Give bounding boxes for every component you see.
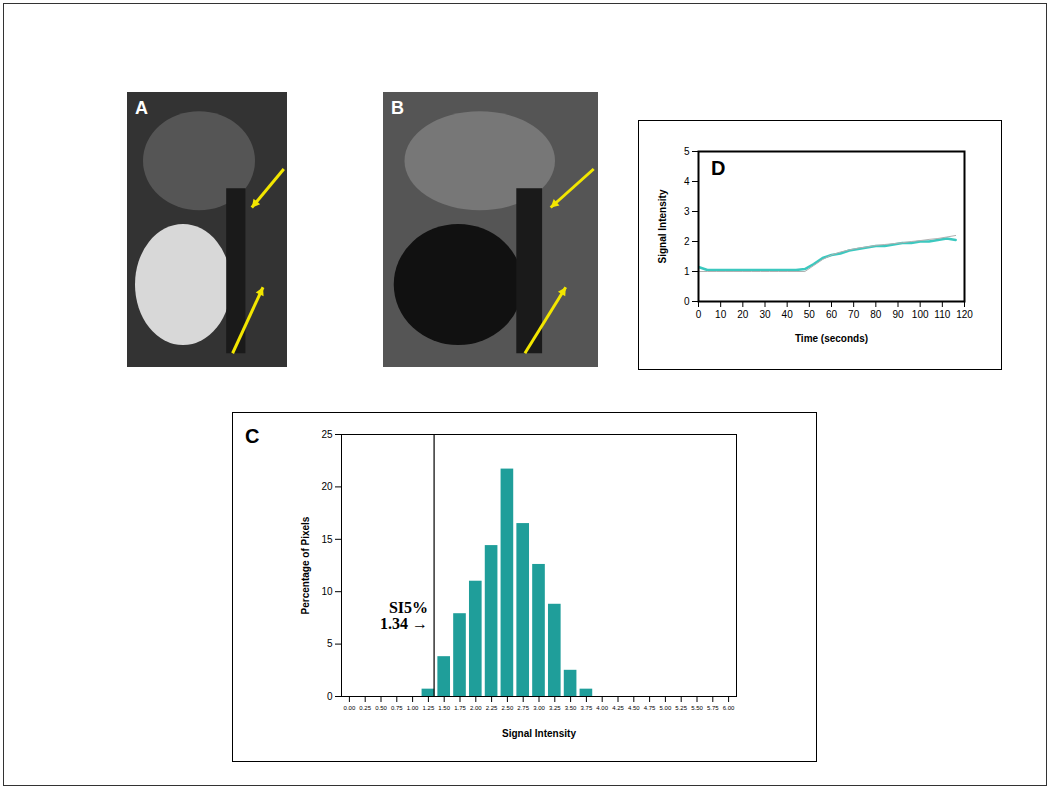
svg-text:1.00: 1.00 — [407, 705, 419, 711]
svg-text:20: 20 — [321, 481, 333, 492]
svg-text:0.25: 0.25 — [359, 705, 371, 711]
html-text:A: A — [135, 98, 148, 118]
svg-text:10: 10 — [715, 309, 727, 320]
svg-text:1: 1 — [684, 266, 690, 277]
svg-text:15: 15 — [321, 534, 333, 545]
svg-text:1.50: 1.50 — [438, 705, 450, 711]
svg-text:70: 70 — [848, 309, 860, 320]
svg-text:2.25: 2.25 — [486, 705, 498, 711]
svg-text:90: 90 — [892, 309, 904, 320]
svg-text:Time (seconds): Time (seconds) — [795, 333, 868, 344]
svg-text:Signal Intensity: Signal Intensity — [657, 189, 668, 263]
svg-text:0.50: 0.50 — [375, 705, 387, 711]
svg-text:5: 5 — [327, 638, 333, 649]
svg-text:3.00: 3.00 — [533, 705, 545, 711]
svg-text:2: 2 — [684, 236, 690, 247]
html-text:D: D — [711, 157, 726, 179]
svg-text:4.00: 4.00 — [596, 705, 608, 711]
svg-text:4.25: 4.25 — [612, 705, 624, 711]
svg-text:2.50: 2.50 — [502, 705, 514, 711]
svg-text:3: 3 — [684, 206, 690, 217]
svg-text:4.75: 4.75 — [644, 705, 656, 711]
svg-text:5.25: 5.25 — [675, 705, 687, 711]
svg-text:5: 5 — [684, 146, 690, 157]
svg-text:1.75: 1.75 — [454, 705, 466, 711]
svg-text:40: 40 — [782, 309, 794, 320]
svg-text:5.00: 5.00 — [660, 705, 672, 711]
svg-text:110: 110 — [934, 309, 950, 320]
svg-text:2.00: 2.00 — [470, 705, 482, 711]
svg-text:1.25: 1.25 — [423, 705, 435, 711]
svg-text:10: 10 — [321, 586, 333, 597]
svg-text:25: 25 — [321, 429, 333, 440]
svg-text:6.00: 6.00 — [723, 705, 735, 711]
svg-text:5.50: 5.50 — [691, 705, 703, 711]
svg-text:50: 50 — [804, 309, 816, 320]
svg-text:Signal Intensity: Signal Intensity — [502, 728, 576, 739]
svg-text:30: 30 — [759, 309, 771, 320]
svg-text:120: 120 — [956, 309, 973, 320]
svg-text:4.50: 4.50 — [628, 705, 640, 711]
svg-text:SI5%1.34 →: SI5%1.34 → — [380, 599, 428, 632]
svg-text:0: 0 — [684, 296, 690, 307]
svg-text:4: 4 — [684, 176, 690, 187]
svg-text:60: 60 — [826, 309, 838, 320]
svg-text:0: 0 — [327, 691, 333, 702]
svg-text:Percentage of Pixels: Percentage of Pixels — [300, 516, 311, 614]
svg-text:0.75: 0.75 — [391, 705, 403, 711]
svg-text:100: 100 — [912, 309, 929, 320]
svg-text:0.00: 0.00 — [344, 705, 356, 711]
svg-text:20: 20 — [737, 309, 749, 320]
svg-text:2.75: 2.75 — [517, 705, 529, 711]
svg-text:0: 0 — [696, 309, 702, 320]
svg-text:5.75: 5.75 — [707, 705, 719, 711]
svg-text:3.75: 3.75 — [581, 705, 593, 711]
svg-text:3.25: 3.25 — [549, 705, 561, 711]
svg-text:3.50: 3.50 — [565, 705, 577, 711]
html-text:C: C — [245, 425, 260, 447]
html-text:B: B — [391, 98, 404, 118]
svg-text:80: 80 — [870, 309, 882, 320]
